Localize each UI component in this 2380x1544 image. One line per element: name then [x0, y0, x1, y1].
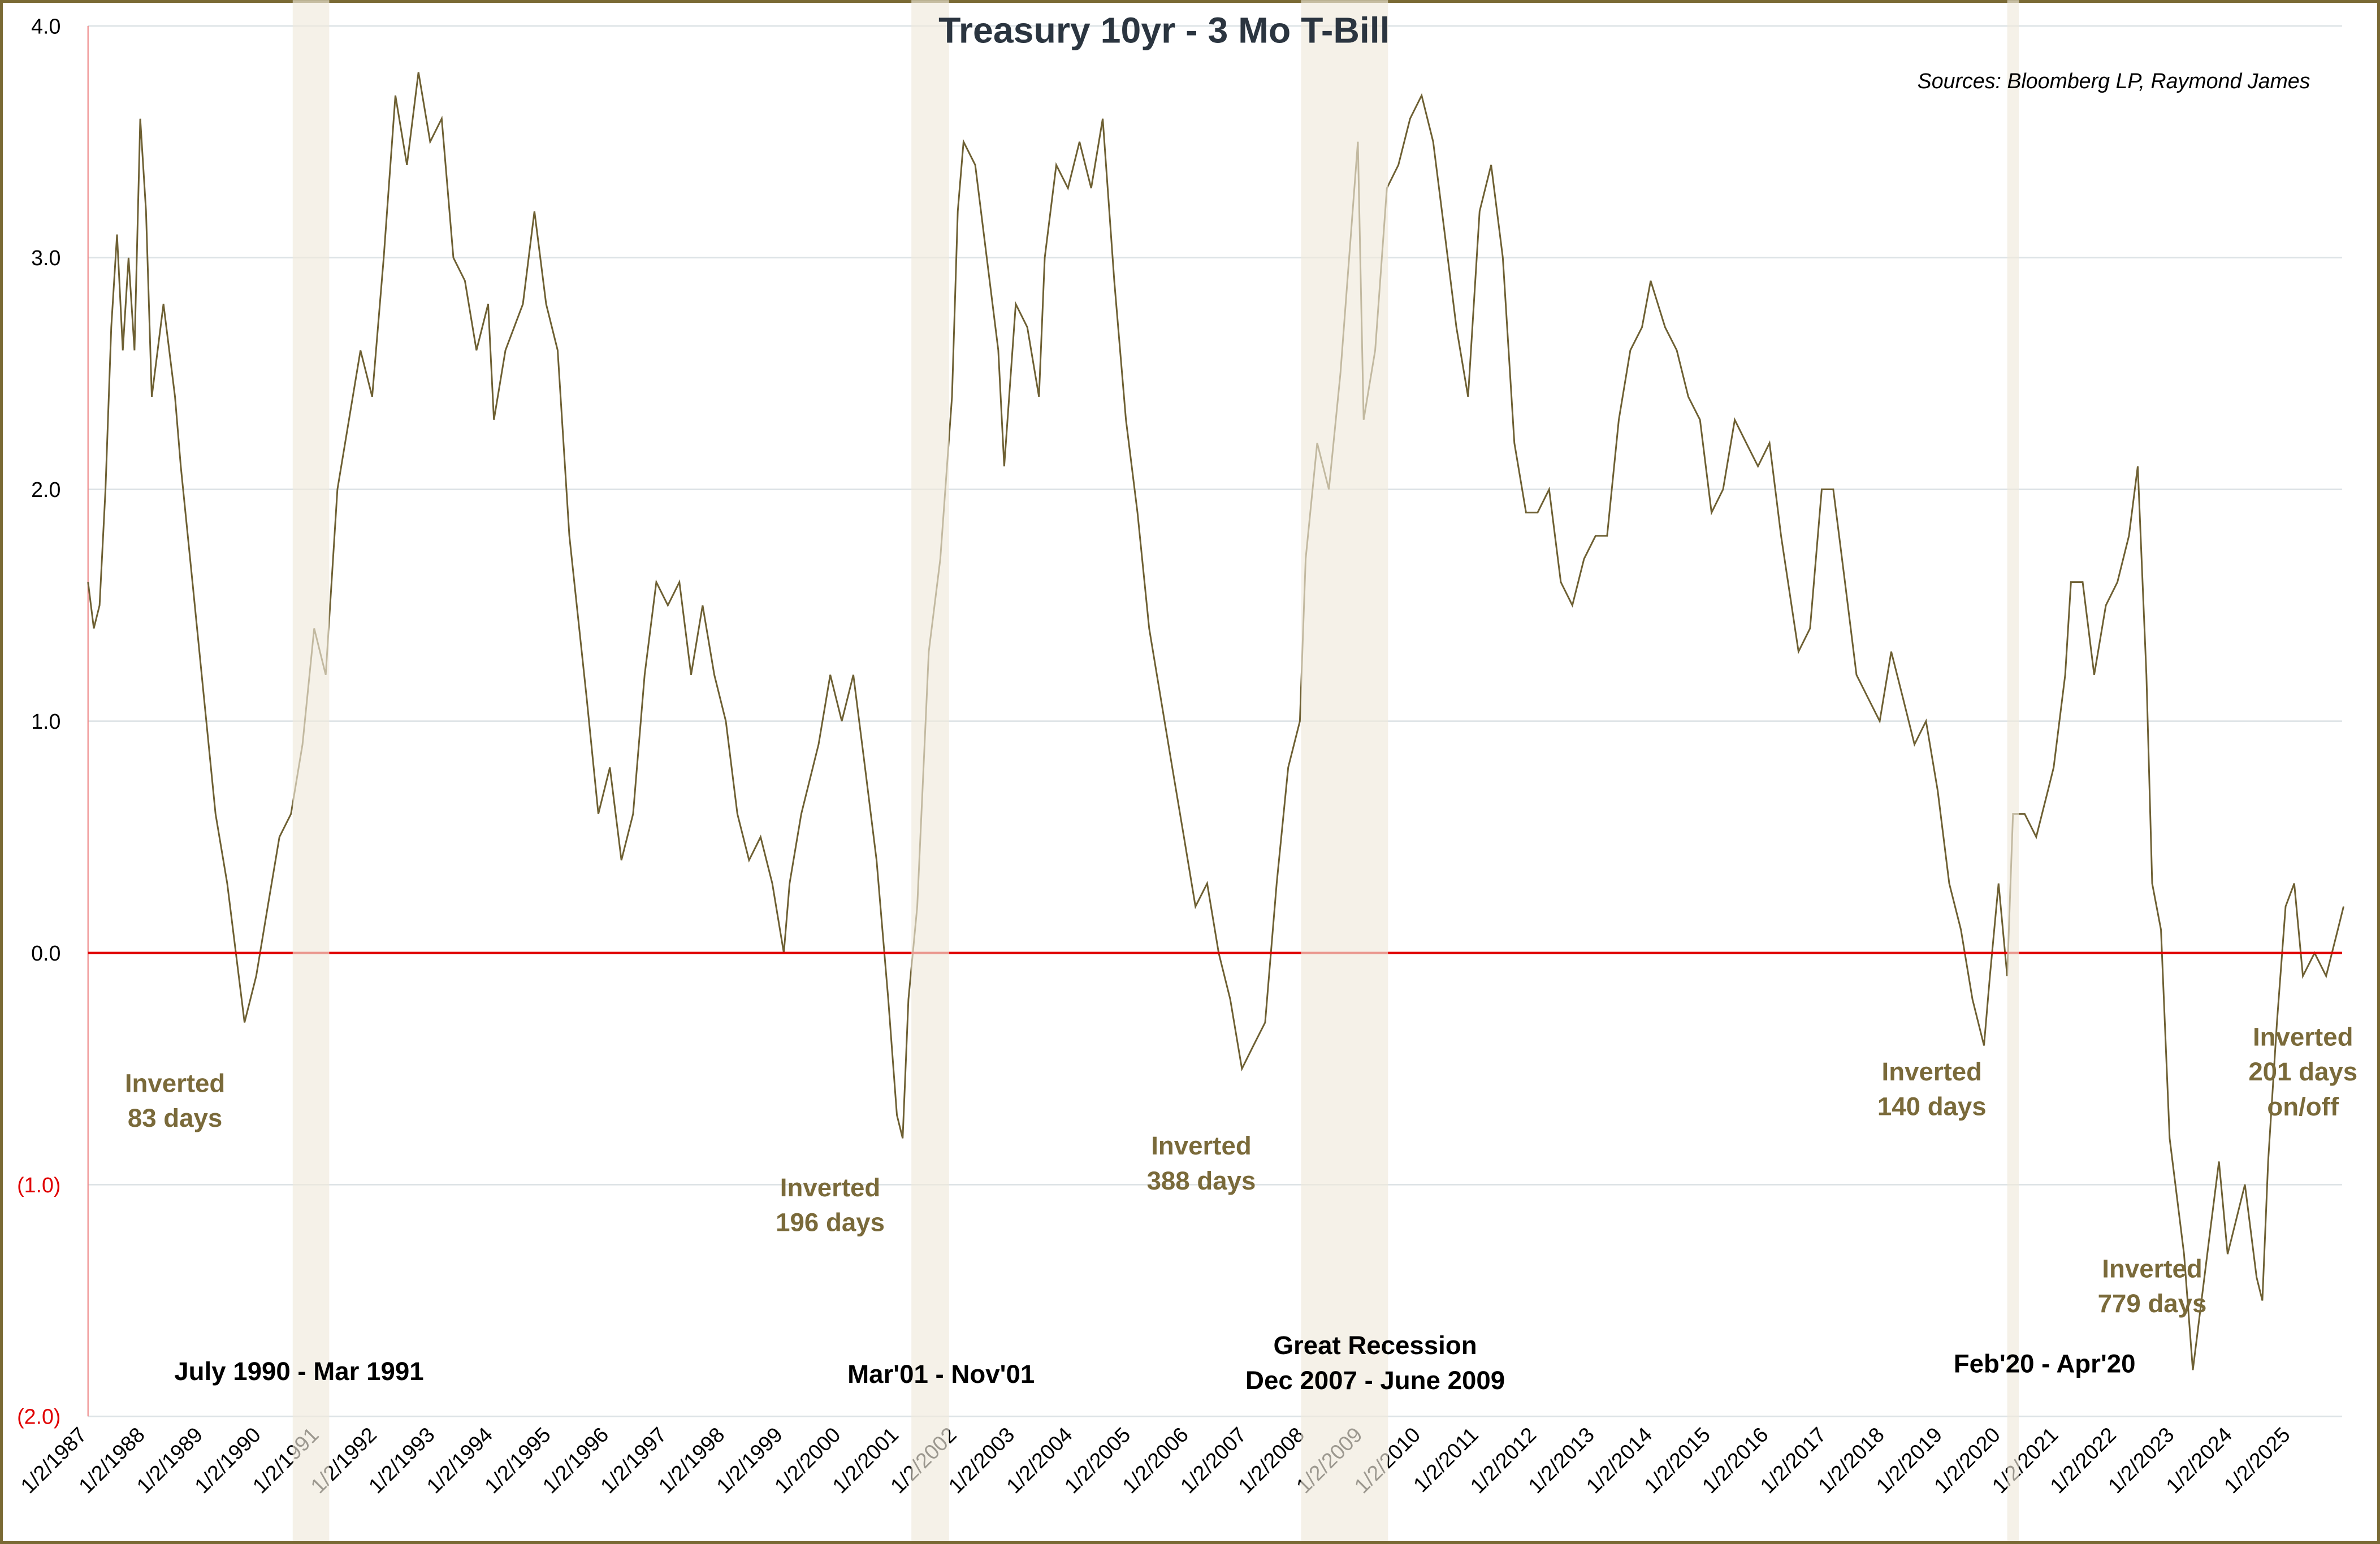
recession-labels: July 1990 - Mar 1991 Mar'01 - Nov'01 Great…: [174, 1331, 2135, 1395]
inverted-annotation: 779 days: [2098, 1289, 2207, 1318]
recession-band: [292, 0, 330, 1541]
recession-label: Great Recession: [1274, 1331, 1477, 1360]
recession-label: Feb'20 - Apr'20: [1954, 1349, 2136, 1378]
inverted-annotation: Inverted: [1151, 1131, 1251, 1160]
gridlines: [88, 25, 2342, 1417]
recession-label: July 1990 - Mar 1991: [174, 1357, 423, 1386]
recession-band: [911, 0, 949, 1541]
y-tick-label: 2.0: [31, 478, 60, 501]
recession-band: [2007, 0, 2019, 1541]
inverted-annotation: Inverted: [125, 1069, 226, 1097]
chart-title: Treasury 10yr - 3 Mo T-Bill: [938, 10, 1390, 50]
inverted-annotation: 388 days: [1147, 1166, 1256, 1195]
inverted-annotation: 83 days: [128, 1104, 222, 1132]
inverted-annotation: 196 days: [776, 1208, 885, 1237]
annotations: Inverted 83 days Inverted 196 days Inverted 3…: [125, 1022, 2357, 1318]
inverted-annotation: Inverted: [2253, 1022, 2353, 1051]
x-axis: 1/2/19871/2/19881/2/19891/2/19901/2/1991…: [16, 1422, 2295, 1498]
inverted-annotation: Inverted: [2102, 1254, 2202, 1283]
y-tick-label: 1.0: [31, 710, 60, 733]
inverted-annotation: 201 days: [2248, 1057, 2357, 1086]
inverted-annotation: 140 days: [1877, 1092, 1987, 1121]
recession-label: Dec 2007 - June 2009: [1245, 1366, 1505, 1395]
y-axis: 4.0 3.0 2.0 1.0 0.0 (1.0) (2.0): [17, 14, 60, 1428]
y-tick-label: 3.0: [31, 246, 60, 270]
inverted-annotation: Inverted: [780, 1173, 880, 1202]
inverted-annotation: Inverted: [1882, 1057, 1983, 1086]
recession-label: Mar'01 - Nov'01: [847, 1360, 1035, 1389]
y-tick-label: 4.0: [31, 14, 60, 38]
inverted-annotation: on/off: [2267, 1092, 2339, 1121]
y-tick-label: (1.0): [17, 1173, 60, 1197]
y-tick-label: (2.0): [17, 1405, 60, 1429]
source-note: Sources: Bloomberg LP, Raymond James: [1918, 69, 2310, 93]
y-tick-label: 0.0: [31, 941, 60, 965]
recession-band: [1301, 0, 1388, 1541]
